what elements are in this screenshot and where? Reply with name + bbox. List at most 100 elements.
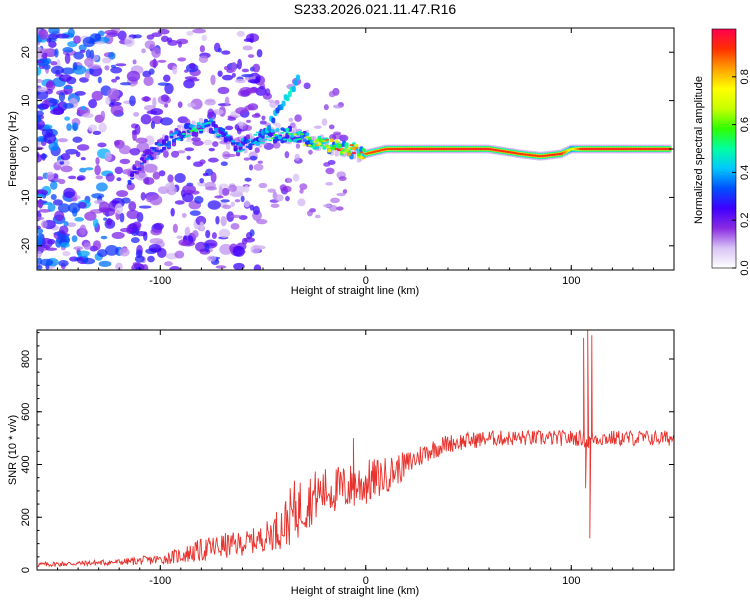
noise-blob xyxy=(43,132,57,144)
ridge-cell xyxy=(258,137,263,142)
noise-blob xyxy=(37,200,44,208)
noise-blob xyxy=(250,244,261,254)
noise-blob xyxy=(73,246,84,251)
noise-blob xyxy=(164,83,174,95)
noise-blob xyxy=(205,229,211,239)
ridge-cell xyxy=(300,133,305,136)
y-tick-label: 600 xyxy=(20,403,32,421)
ridge-cell xyxy=(285,127,290,132)
noise-blob xyxy=(124,36,135,47)
y-tick-label: 400 xyxy=(20,455,32,473)
y-tick-label: -10 xyxy=(20,189,32,205)
noise-blob xyxy=(199,159,206,165)
noise-blob xyxy=(215,265,227,269)
noise-blob xyxy=(115,76,120,80)
ridge-cell xyxy=(132,171,137,174)
noise-blob xyxy=(60,153,71,161)
ridge-cell xyxy=(189,129,194,132)
noise-blob xyxy=(100,110,106,121)
noise-blob xyxy=(50,61,58,66)
noise-blob xyxy=(152,171,161,180)
noise-blob xyxy=(328,205,338,212)
noise-blob xyxy=(126,70,141,82)
noise-blob xyxy=(194,196,204,204)
noise-blob xyxy=(41,153,46,161)
ridge-cell xyxy=(324,138,329,141)
noise-blob xyxy=(130,237,140,244)
noise-blob xyxy=(37,264,43,270)
snr-x-axis-label: Height of straight line (km) xyxy=(291,585,419,597)
noise-blob xyxy=(138,205,152,209)
ridge-cell xyxy=(272,136,278,141)
noise-blob xyxy=(142,70,152,78)
noise-blob xyxy=(254,147,260,154)
noise-blob xyxy=(58,260,69,267)
ridge-cell xyxy=(317,137,322,140)
noise-blob xyxy=(53,178,61,182)
noise-blob xyxy=(135,266,143,270)
noise-blob xyxy=(165,182,176,191)
ridge-cell xyxy=(260,141,265,144)
noise-blob xyxy=(97,249,108,257)
noise-blob xyxy=(119,158,131,165)
ridge-cell xyxy=(149,156,154,161)
snr-plot-area xyxy=(37,330,674,570)
ridge-cell xyxy=(169,135,174,139)
noise-blob xyxy=(299,183,308,190)
noise-blob xyxy=(233,262,245,270)
noise-blob xyxy=(342,189,348,194)
ridge-cell xyxy=(267,124,272,131)
ridge-cell xyxy=(238,143,243,147)
noise-blob xyxy=(249,155,258,161)
noise-blob xyxy=(172,65,178,75)
ridge-cell xyxy=(240,148,246,151)
ridge-cell xyxy=(314,144,320,147)
ridge-cell xyxy=(275,128,280,132)
noise-blob xyxy=(242,45,253,51)
noise-blob xyxy=(228,184,238,193)
noise-blob xyxy=(234,199,241,203)
ridge-cell xyxy=(351,152,357,155)
noise-blob xyxy=(176,235,183,239)
noise-blob xyxy=(97,76,102,84)
ridge-cell xyxy=(129,173,135,177)
noise-blob xyxy=(38,29,49,40)
noise-blob xyxy=(144,135,155,146)
ridge-cell xyxy=(184,124,189,129)
ridge-cell xyxy=(361,157,366,160)
noise-blob xyxy=(63,102,74,109)
ridge-cell xyxy=(309,145,315,148)
noise-blob xyxy=(244,177,252,182)
noise-blob xyxy=(225,125,234,131)
noise-blob xyxy=(182,192,194,203)
ridge-cell xyxy=(245,145,251,148)
noise-blob xyxy=(231,61,237,73)
noise-blob xyxy=(71,197,78,202)
noise-blob xyxy=(148,244,162,253)
noise-blob xyxy=(37,216,45,221)
noise-blob xyxy=(37,78,43,83)
ridge-cell xyxy=(312,140,317,143)
noise-blob xyxy=(38,208,52,213)
ridge-cell xyxy=(189,124,194,128)
noise-blob xyxy=(254,112,261,117)
noise-blob xyxy=(158,170,166,177)
noise-blob xyxy=(192,140,204,146)
noise-blob xyxy=(256,49,263,58)
ridge-cell xyxy=(263,138,268,141)
noise-blob xyxy=(249,229,255,237)
ridge-cell xyxy=(196,125,201,128)
ridge-cell xyxy=(277,137,283,140)
noise-blob xyxy=(244,105,255,111)
noise-blob xyxy=(195,241,208,252)
noise-blob xyxy=(128,201,137,212)
noise-blob xyxy=(227,117,237,121)
noise-blob xyxy=(134,255,145,263)
noise-blob xyxy=(170,207,175,217)
noise-blob xyxy=(243,185,250,193)
noise-blob xyxy=(72,62,78,71)
noise-blob xyxy=(163,150,169,158)
noise-blob xyxy=(149,194,163,206)
ridge-cell xyxy=(354,146,359,149)
